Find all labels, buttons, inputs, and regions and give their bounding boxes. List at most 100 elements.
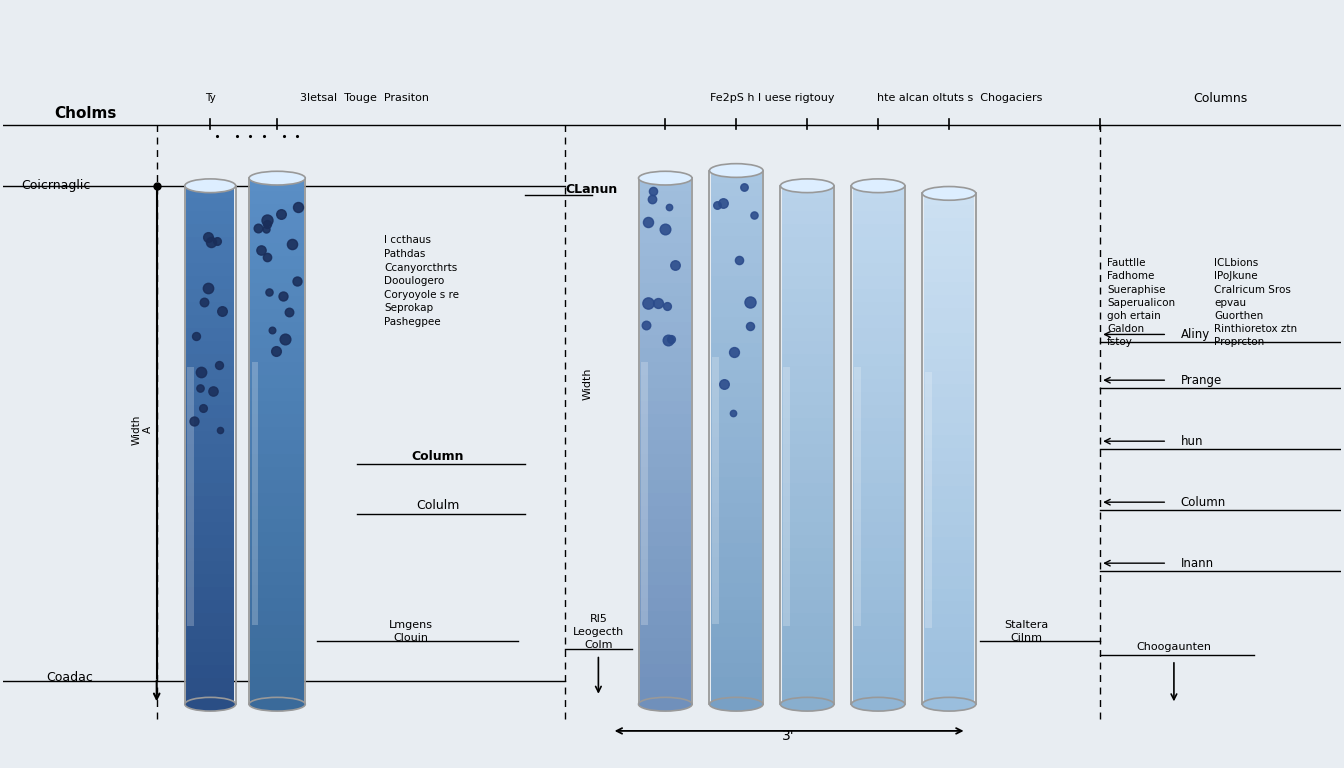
Bar bbox=[640, 677, 691, 691]
Bar bbox=[782, 263, 833, 276]
Bar bbox=[782, 496, 833, 510]
Point bbox=[200, 236, 222, 248]
Bar bbox=[852, 198, 903, 212]
Bar bbox=[187, 626, 234, 640]
Bar bbox=[923, 410, 974, 423]
Bar bbox=[923, 448, 974, 462]
Point bbox=[270, 208, 292, 220]
Text: I ccthaus
Pathdas
Ccanyorcthrts
Dooulogero
Coryoyole s re
Seprokap
Pashegpee: I ccthaus Pathdas Ccanyorcthrts Doouloge… bbox=[384, 235, 460, 327]
Bar bbox=[923, 652, 974, 666]
Bar bbox=[187, 690, 234, 704]
Bar bbox=[187, 496, 234, 510]
Bar bbox=[782, 509, 833, 523]
Bar bbox=[711, 170, 762, 184]
Point bbox=[208, 359, 230, 372]
Bar bbox=[187, 535, 234, 548]
Point bbox=[739, 320, 761, 333]
Bar bbox=[923, 690, 974, 704]
Text: 3letsal  Touge  Prasiton: 3letsal Touge Prasiton bbox=[300, 93, 429, 103]
Bar bbox=[638, 178, 692, 704]
Bar bbox=[923, 243, 974, 257]
Bar bbox=[852, 366, 903, 380]
Text: Rl5
Leogecth
Colm: Rl5 Leogecth Colm bbox=[573, 614, 624, 650]
Bar bbox=[250, 375, 304, 389]
Bar bbox=[852, 613, 903, 627]
Bar bbox=[923, 346, 974, 359]
Bar bbox=[711, 183, 762, 197]
Point bbox=[266, 345, 288, 357]
Text: Column: Column bbox=[1180, 495, 1226, 508]
Bar bbox=[187, 289, 234, 303]
Point bbox=[286, 275, 308, 287]
Bar bbox=[711, 570, 762, 584]
Bar bbox=[852, 302, 903, 316]
Bar bbox=[711, 303, 762, 317]
Bar bbox=[250, 677, 304, 691]
Bar bbox=[640, 624, 691, 638]
Bar bbox=[852, 224, 903, 237]
Ellipse shape bbox=[710, 697, 763, 711]
Point bbox=[191, 366, 212, 378]
Bar bbox=[250, 322, 304, 336]
Bar bbox=[852, 496, 903, 510]
Ellipse shape bbox=[185, 697, 235, 711]
Bar bbox=[640, 598, 691, 612]
Bar bbox=[187, 198, 234, 212]
Point bbox=[192, 402, 214, 414]
Bar bbox=[923, 678, 974, 691]
Bar bbox=[640, 572, 691, 586]
Point bbox=[743, 209, 765, 221]
Point bbox=[636, 319, 657, 331]
Bar bbox=[852, 379, 903, 393]
Ellipse shape bbox=[249, 697, 305, 711]
Bar bbox=[711, 677, 762, 691]
Bar bbox=[923, 525, 974, 538]
Bar bbox=[782, 690, 833, 704]
Bar bbox=[250, 532, 304, 546]
Bar bbox=[782, 483, 833, 497]
Text: Inann: Inann bbox=[1180, 557, 1214, 570]
Bar bbox=[640, 388, 691, 402]
Bar bbox=[250, 506, 304, 520]
Point bbox=[194, 296, 215, 308]
Bar bbox=[852, 211, 903, 225]
Bar bbox=[923, 257, 974, 270]
Bar bbox=[923, 372, 974, 385]
Bar bbox=[923, 665, 974, 679]
Bar bbox=[711, 450, 762, 464]
Bar bbox=[923, 295, 974, 308]
Point bbox=[739, 296, 761, 309]
Bar bbox=[851, 186, 905, 704]
Bar bbox=[923, 474, 974, 487]
Bar bbox=[711, 370, 762, 384]
Text: Coicrnaglic: Coicrnaglic bbox=[22, 179, 91, 192]
Bar bbox=[640, 454, 691, 468]
Bar bbox=[640, 532, 691, 546]
Ellipse shape bbox=[710, 164, 763, 177]
Bar bbox=[711, 330, 762, 344]
Bar bbox=[923, 205, 974, 219]
Bar bbox=[711, 250, 762, 264]
Bar bbox=[782, 470, 833, 484]
Point bbox=[203, 385, 224, 397]
Bar bbox=[782, 432, 833, 445]
Bar bbox=[640, 690, 691, 704]
Bar bbox=[640, 270, 691, 283]
Bar bbox=[187, 574, 234, 588]
Bar bbox=[782, 587, 833, 601]
Bar bbox=[712, 357, 719, 624]
Bar bbox=[187, 302, 234, 316]
Point bbox=[656, 300, 677, 312]
Bar bbox=[782, 302, 833, 316]
Bar bbox=[923, 307, 974, 321]
Bar bbox=[923, 435, 974, 449]
Bar bbox=[711, 423, 762, 437]
Ellipse shape bbox=[851, 697, 905, 711]
Bar bbox=[782, 664, 833, 678]
Bar bbox=[187, 276, 234, 290]
Bar bbox=[250, 270, 304, 283]
Bar bbox=[782, 328, 833, 341]
Point bbox=[211, 305, 233, 317]
Bar bbox=[923, 320, 974, 334]
Bar bbox=[187, 444, 234, 458]
